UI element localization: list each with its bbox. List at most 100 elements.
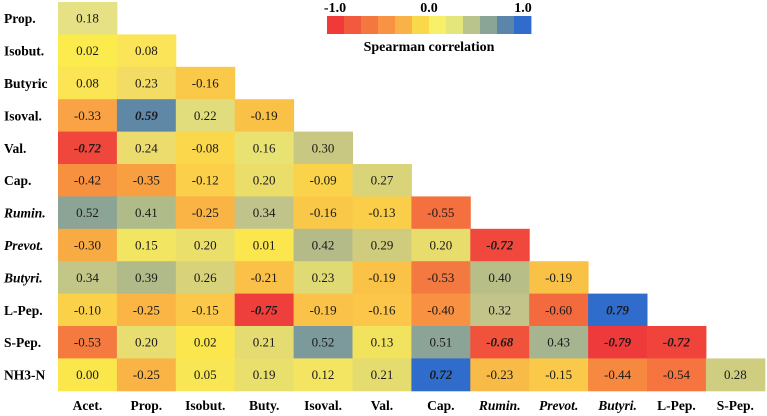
cell-value-label: 0.21 — [371, 367, 394, 382]
heatmap-cell-r10-c7 — [470, 326, 530, 359]
column-label: Cap. — [427, 398, 454, 413]
heatmap-cell-r11-c5 — [352, 358, 412, 392]
cell-value-label: 0.22 — [194, 108, 217, 123]
heatmap-cell-r7-c7 — [470, 228, 530, 262]
cell-value-label: 0.02 — [76, 43, 99, 58]
heatmap-cell-r3-c2 — [175, 99, 236, 133]
heatmap-cell-r4-c1 — [116, 131, 177, 165]
cell-value-label: -0.15 — [192, 302, 219, 317]
heatmap-cell-r3-c0 — [58, 99, 118, 133]
heatmap-cell-r11-c11 — [705, 358, 766, 392]
cell-value-label: 0.13 — [371, 335, 394, 350]
heatmap-cell-r11-c1 — [116, 358, 177, 392]
cell-value-label: -0.10 — [74, 302, 101, 317]
cell-value-label: 0.26 — [194, 270, 217, 285]
legend-swatch — [378, 16, 396, 34]
cell-value-label: -0.16 — [310, 205, 338, 220]
legend-swatch — [361, 16, 379, 34]
legend-swatch — [463, 16, 481, 34]
heatmap-cell-r4-c4 — [293, 131, 353, 165]
cell-value-label: -0.53 — [427, 270, 454, 285]
cell-value-label: -0.30 — [74, 238, 101, 253]
cell-value-label: 0.23 — [135, 76, 158, 91]
heatmap-cell-r8-c6 — [411, 261, 471, 295]
row-label: NH3-N — [4, 368, 45, 383]
row-label: Isobut. — [4, 44, 44, 59]
cell-value-label: 0.08 — [76, 76, 99, 91]
cell-value-label: -0.19 — [251, 108, 278, 123]
column-label: Val. — [371, 398, 393, 413]
cell-value-label: 0.29 — [371, 238, 394, 253]
heatmap-cell-r5-c1 — [116, 164, 177, 197]
cell-value-label: 0.05 — [194, 367, 217, 382]
heatmap-cell-r4-c2 — [175, 131, 236, 165]
cell-value-label: 0.59 — [135, 108, 158, 123]
column-label: Isoval. — [304, 398, 342, 413]
cell-value-label: -0.54 — [663, 367, 691, 382]
cell-value-label: 0.30 — [312, 140, 335, 155]
cell-value-label: 0.00 — [76, 367, 99, 382]
cell-value-label: -0.08 — [192, 140, 219, 155]
row-label: Isoval. — [4, 108, 42, 123]
cell-value-label: -0.15 — [545, 367, 572, 382]
heatmap-cell-r8-c8 — [529, 261, 589, 295]
heatmap-cell-r6-c6 — [411, 196, 471, 230]
heatmap-cell-r11-c4 — [293, 358, 353, 392]
cell-value-label: -0.33 — [74, 108, 101, 123]
heatmap-cell-r5-c4 — [293, 164, 353, 197]
cell-value-label: 0.34 — [76, 270, 99, 285]
cell-value-label: -0.72 — [663, 335, 691, 350]
row-label: S-Pep. — [4, 335, 41, 350]
cell-value-label: -0.35 — [133, 173, 160, 188]
heatmap-cell-r8-c7 — [470, 261, 530, 295]
heatmap-cell-r9-c1 — [116, 293, 177, 327]
heatmap-cell-r8-c5 — [352, 261, 412, 295]
legend-swatch — [412, 16, 430, 34]
heatmap-cell-r6-c5 — [352, 196, 412, 230]
cell-value-label: -0.12 — [192, 173, 219, 188]
column-label: Acet. — [73, 398, 103, 413]
heatmap-cell-r8-c1 — [116, 261, 177, 295]
cell-value-label: -0.53 — [74, 335, 101, 350]
heatmap-cell-r6-c2 — [175, 196, 236, 230]
heatmap-cell-r10-c0 — [58, 326, 118, 359]
legend-swatch — [344, 16, 362, 34]
cell-value-label: -0.21 — [251, 270, 278, 285]
cell-value-label: -0.42 — [74, 173, 101, 188]
column-label: S-Pep. — [717, 398, 754, 413]
heatmap-cell-r7-c6 — [411, 228, 471, 262]
row-label: Butyri. — [3, 270, 43, 285]
heatmap-cell-r3-c3 — [234, 99, 295, 133]
heatmap-cell-r3-c1 — [116, 99, 177, 133]
cell-value-label: -0.19 — [310, 302, 337, 317]
heatmap-cell-r7-c4 — [293, 228, 353, 262]
heatmap-cell-r2-c2 — [175, 66, 236, 100]
cell-value-label: -0.09 — [310, 173, 337, 188]
cell-value-label: -0.19 — [545, 270, 572, 285]
heatmap-cell-r7-c5 — [352, 228, 412, 262]
column-labels: Acet. Prop. Isobut. Buty. Isoval. Val. Cap. Rum… — [73, 398, 754, 413]
heatmap-cell-r10-c1 — [116, 326, 177, 359]
cell-value-label: -0.44 — [604, 367, 632, 382]
cell-value-label: -0.60 — [545, 302, 572, 317]
cell-value-label: 0.01 — [253, 238, 276, 253]
row-label: L-Pep. — [4, 303, 43, 318]
heatmap-cell-r9-c4 — [293, 293, 353, 327]
heatmap-cell-r2-c1 — [116, 66, 177, 100]
cell-value-label: 0.79 — [606, 302, 629, 317]
cell-value-label: 0.12 — [312, 367, 335, 382]
cell-value-label: 0.28 — [724, 367, 747, 382]
cell-value-label: -0.40 — [427, 302, 454, 317]
heatmap-cell-r5-c0 — [58, 164, 118, 197]
cell-value-label: -0.25 — [133, 367, 160, 382]
heatmap-cell-r10-c8 — [529, 326, 589, 359]
legend-swatch — [395, 16, 413, 34]
legend-tick-label: -1.0 — [324, 1, 346, 16]
heatmap-cell-r1-c1 — [116, 34, 177, 68]
legend-swatch — [480, 16, 498, 34]
heatmap-cell-r8-c0 — [58, 261, 118, 295]
cell-value-label: 0.16 — [253, 140, 276, 155]
heatmap-cell-r4-c0 — [58, 131, 118, 165]
heatmap-cell-r5-c2 — [175, 164, 236, 197]
